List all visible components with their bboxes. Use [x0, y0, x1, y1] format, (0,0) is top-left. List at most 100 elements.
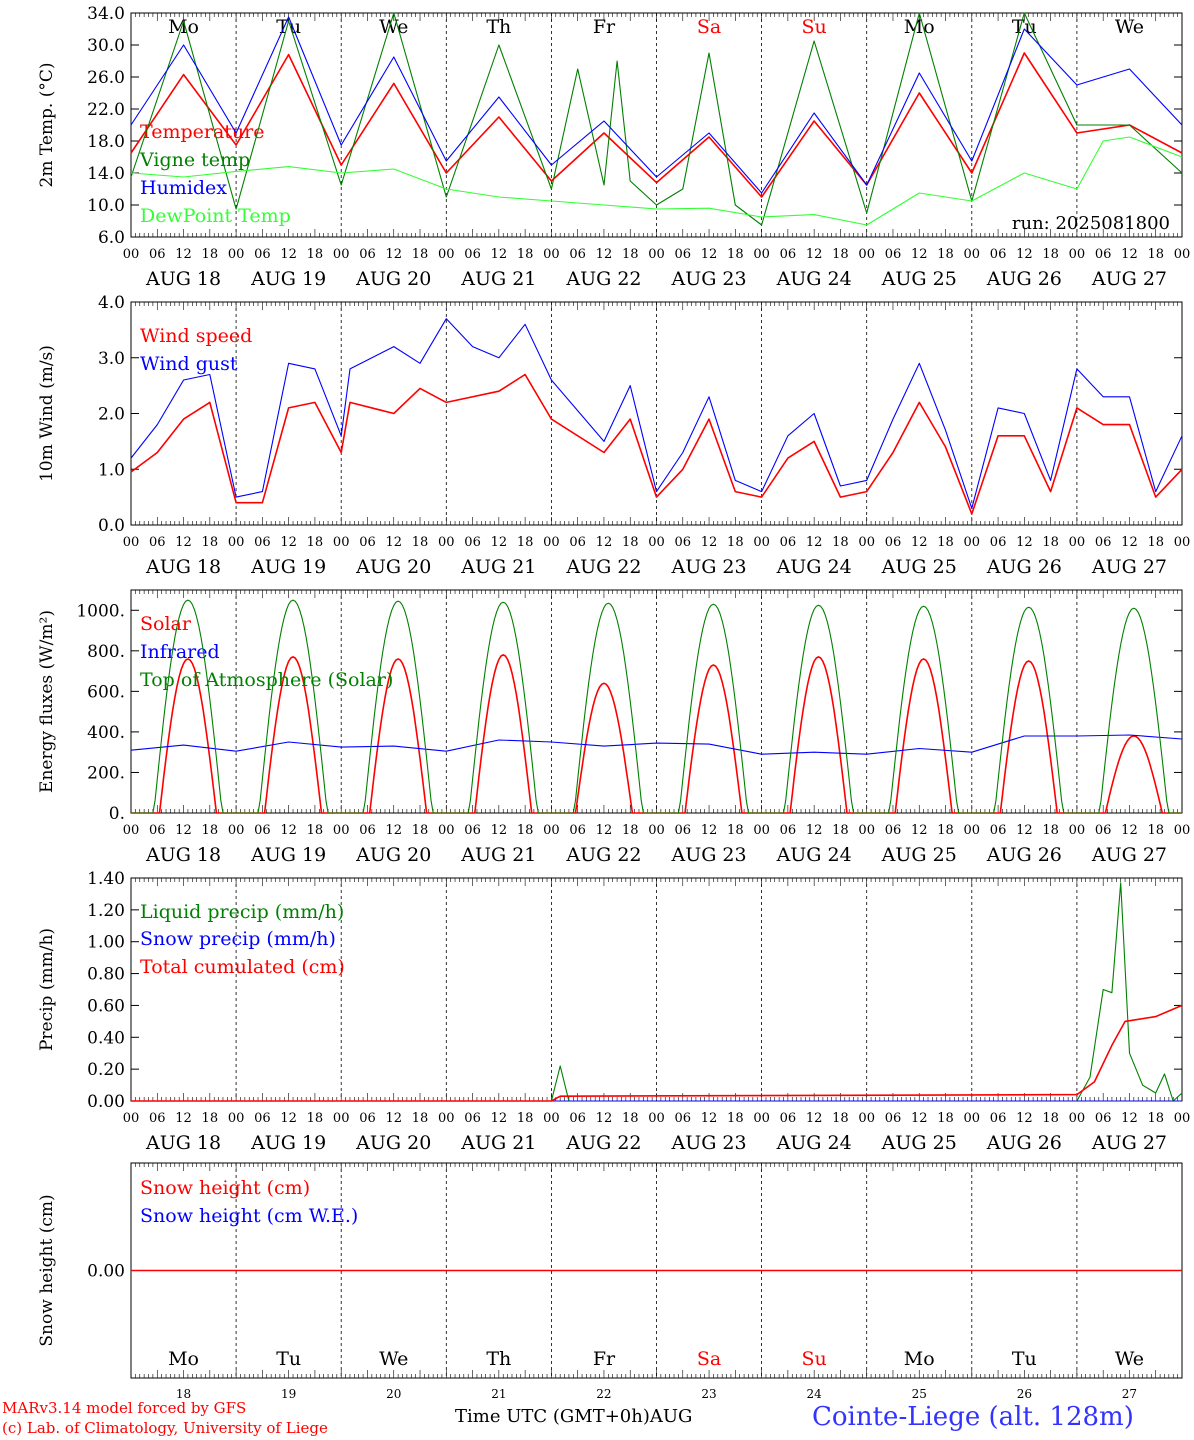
snow-weekday-label: Tu: [276, 1348, 301, 1370]
temperature-date-label: AUG 23: [670, 268, 746, 290]
precip-y-tick-label: 0.00: [87, 1092, 125, 1112]
temperature-y-tick-label: 30.0: [87, 36, 125, 56]
temperature-hour-tick-label: 00: [333, 247, 350, 262]
wind-date-label: AUG 26: [986, 556, 1062, 578]
energy-hour-tick-label: 00: [438, 823, 455, 838]
energy-hour-tick-label: 18: [622, 823, 639, 838]
temperature-y-tick-label: 10.0: [87, 196, 125, 216]
wind-legend-0: Wind speed: [140, 325, 252, 347]
wind-hour-tick-label: 00: [543, 535, 560, 550]
temperature-date-label: AUG 24: [776, 268, 852, 290]
snow-weekday-label: Mo: [904, 1348, 935, 1370]
temperature-hour-tick-label: 18: [622, 247, 639, 262]
precip-hour-tick-label: 12: [491, 1111, 508, 1126]
temperature-date-label: AUG 21: [460, 268, 536, 290]
precip-hour-tick-label: 00: [858, 1111, 875, 1126]
temperature-date-label: AUG 20: [355, 268, 431, 290]
precip-y-tick-label: 0.20: [87, 1060, 125, 1080]
energy-y-tick-label: 600.: [87, 682, 125, 702]
temperature-weekday-label: Tu: [276, 16, 301, 38]
wind-hour-tick-label: 06: [780, 535, 797, 550]
precip-hour-tick-label: 12: [280, 1111, 297, 1126]
precip-date-label: AUG 24: [776, 1132, 852, 1154]
temperature-hour-tick-label: 06: [780, 247, 797, 262]
wind-y-tick-label: 3.0: [98, 349, 125, 369]
precip-y-tick-label: 0.40: [87, 1028, 125, 1048]
temperature-weekday-label: Mo: [904, 16, 935, 38]
wind-hour-tick-label: 18: [1147, 535, 1164, 550]
temperature-weekday-label: Sa: [697, 16, 721, 38]
wind-hour-tick-label: 18: [1042, 535, 1059, 550]
precip-hour-tick-label: 18: [1147, 1111, 1164, 1126]
precip-hour-tick-label: 06: [464, 1111, 481, 1126]
wind-hour-tick-label: 18: [622, 535, 639, 550]
energy-frame: [130, 589, 1183, 814]
temperature-hour-tick-label: 00: [648, 247, 665, 262]
energy-date-label: AUG 23: [670, 844, 746, 866]
energy-date-label: AUG 21: [460, 844, 536, 866]
model-credit: MARv3.14 model forced by GFS: [2, 1399, 247, 1417]
snow-weekday-label: Su: [802, 1348, 827, 1370]
temperature-weekday-label: Fr: [593, 16, 616, 38]
temperature-hour-tick-label: 06: [464, 247, 481, 262]
wind-hour-tick-label: 00: [123, 535, 140, 550]
energy-hour-tick-label: 00: [123, 823, 140, 838]
wind-hour-tick-label: 18: [412, 535, 429, 550]
temperature-hour-tick-label: 00: [858, 247, 875, 262]
temperature-hour-tick-label: 00: [438, 247, 455, 262]
energy-hour-tick-label: 12: [1016, 823, 1033, 838]
energy-hour-tick-label: 12: [596, 823, 613, 838]
temperature-hour-tick-label: 18: [202, 247, 219, 262]
wind-hour-tick-label: 12: [280, 535, 297, 550]
temperature-hour-tick-label: 12: [1121, 247, 1138, 262]
wind-date-label: AUG 22: [565, 556, 641, 578]
energy-hour-tick-label: 18: [937, 823, 954, 838]
temperature-y-tick-label: 34.0: [87, 4, 125, 24]
wind-hour-tick-label: 12: [596, 535, 613, 550]
temperature-date-label: AUG 18: [145, 268, 221, 290]
wind-date-label: AUG 25: [881, 556, 957, 578]
precip-series-0: [131, 882, 1183, 1102]
snow-weekday-label: We: [1115, 1348, 1144, 1370]
wind-hour-tick-label: 06: [885, 535, 902, 550]
wind-date-label: AUG 21: [460, 556, 536, 578]
precip-hour-tick-label: 12: [1121, 1111, 1138, 1126]
temperature-weekday-label: We: [1115, 16, 1144, 38]
precip-legend-2: Total cumulated (cm): [140, 956, 345, 978]
wind-date-label: AUG 19: [250, 556, 326, 578]
precip-y-tick-label: 0.60: [87, 996, 125, 1016]
wind-date-label: AUG 18: [145, 556, 221, 578]
precip-hour-tick-label: 00: [753, 1111, 770, 1126]
wind-hour-tick-label: 06: [149, 535, 166, 550]
snow-y-tick-label: 0.00: [87, 1262, 125, 1282]
temperature-y-tick-label: 6.0: [98, 228, 125, 248]
energy-hour-tick-label: 06: [990, 823, 1007, 838]
temperature-hour-tick-label: 06: [149, 247, 166, 262]
energy-hour-tick-label: 00: [648, 823, 665, 838]
wind-date-label: AUG 24: [776, 556, 852, 578]
snow-legend-1: Snow height (cm W.E.): [140, 1205, 358, 1227]
snow-day-number: 19: [281, 1387, 296, 1401]
precip-hour-tick-label: 06: [149, 1111, 166, 1126]
wind-hour-tick-label: 12: [1016, 535, 1033, 550]
snow-day-number: 18: [176, 1387, 191, 1401]
wind-hour-tick-label: 06: [990, 535, 1007, 550]
temperature-hour-tick-label: 18: [1042, 247, 1059, 262]
precip-hour-tick-label: 06: [780, 1111, 797, 1126]
wind-hour-tick-label: 00: [438, 535, 455, 550]
wind-series-0: [130, 373, 1183, 515]
energy-hour-tick-label: 00: [228, 823, 245, 838]
energy-date-label: AUG 24: [776, 844, 852, 866]
temperature-hour-tick-label: 12: [911, 247, 928, 262]
energy-hour-tick-label: 12: [491, 823, 508, 838]
precip-hour-tick-label: 18: [412, 1111, 429, 1126]
temperature-series-3: [130, 136, 1183, 226]
snow-y-axis-label: Snow height (cm): [37, 1194, 57, 1346]
precip-hour-tick-label: 18: [202, 1111, 219, 1126]
snow-weekday-label: Th: [486, 1348, 511, 1370]
snow-day-number: 25: [912, 1387, 927, 1401]
wind-hour-tick-label: 18: [202, 535, 219, 550]
temperature-hour-tick-label: 06: [569, 247, 586, 262]
wind-date-label: AUG 23: [670, 556, 746, 578]
